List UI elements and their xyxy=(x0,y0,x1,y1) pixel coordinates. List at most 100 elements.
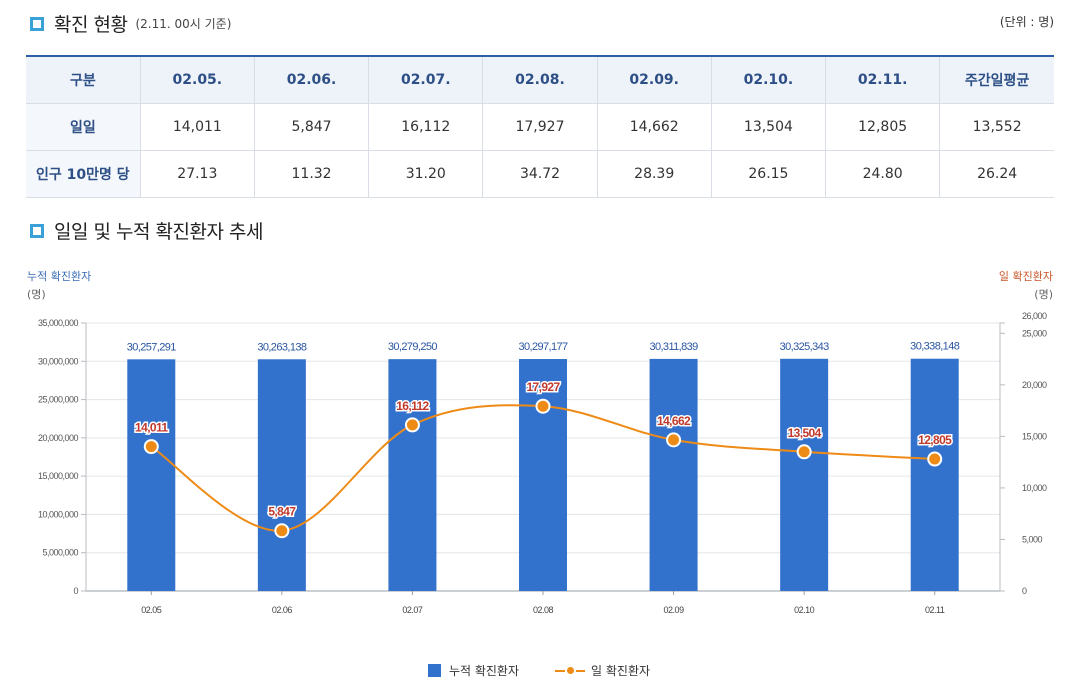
legend-bar-swatch xyxy=(427,664,441,677)
line-data-label: 14,662 xyxy=(657,414,691,428)
x-axis-tick-label: 02.06 xyxy=(272,605,293,615)
bar-data-label: 30,257,291 xyxy=(127,341,177,353)
left-axis-unit: (명) xyxy=(27,288,46,301)
table-cell: 14,662 xyxy=(596,102,712,151)
left-axis-title: 누적 확진환자 xyxy=(27,270,92,283)
bar xyxy=(649,358,698,591)
bar xyxy=(519,359,567,591)
table-header-cell: 02.11. xyxy=(825,55,941,104)
right-axis-tick-label: 0 xyxy=(1022,586,1027,596)
table-header-cell: 02.06. xyxy=(253,55,370,104)
right-axis-tick-label: 10,000 xyxy=(1022,483,1047,493)
legend-label: 일 확진환자 xyxy=(591,664,651,678)
chart-legend: 누적 확진환자 일 확진환자 xyxy=(0,662,1078,679)
table-cell: 31.20 xyxy=(368,149,484,198)
table-cell: 14,011 xyxy=(139,102,255,151)
table-row-header: 일일 xyxy=(26,102,141,151)
square-bullet-icon xyxy=(30,16,44,31)
square-bullet-icon xyxy=(30,223,44,238)
right-axis-tick-label: 5,000 xyxy=(1022,534,1043,544)
line-data-label: 12,805 xyxy=(918,433,952,447)
left-axis-tick-label: 15,000,000 xyxy=(38,471,79,481)
x-axis-tick-label: 02.11 xyxy=(925,605,945,615)
right-axis-unit: (명) xyxy=(1034,288,1053,301)
trend-chart: 0 5,000,000 10,000,000 15,000,000 20,000,000… xyxy=(38,311,1048,615)
status-section-note: (2.11. 00시 기준) xyxy=(135,17,232,31)
table-cell: 13,552 xyxy=(939,102,1054,151)
bar xyxy=(780,358,829,591)
line-data-label: 5,847 xyxy=(268,505,296,519)
table-row: 인구 10만명 당 27.13 11.32 31.20 34.72 28.39 … xyxy=(26,149,1054,198)
x-axis-tick-label: 02.05 xyxy=(141,605,162,615)
line-data-label: 13,504 xyxy=(788,426,822,440)
bar-data-label: 30,263,138 xyxy=(257,341,307,353)
bar-data-label: 30,297,177 xyxy=(518,341,568,353)
right-axis-tick-label: 26,000 xyxy=(1022,311,1047,321)
table-cell: 28.39 xyxy=(596,149,712,198)
bar xyxy=(257,359,306,591)
legend-line-swatch xyxy=(555,664,586,677)
table-cell: 17,927 xyxy=(482,102,598,151)
table-header-cell: 주간일평균 xyxy=(939,55,1054,104)
left-axis-tick-label: 25,000,000 xyxy=(38,395,79,405)
line-point xyxy=(535,398,551,414)
bar-data-label: 30,311,839 xyxy=(649,341,698,353)
right-axis-tick-label: 25,000 xyxy=(1022,328,1047,338)
left-axis-tick-label: 0 xyxy=(73,586,78,596)
x-axis-tick-label: 02.09 xyxy=(664,605,685,615)
line-data-label: 14,011 xyxy=(135,421,168,435)
unit-note: (단위 : 명) xyxy=(999,15,1054,29)
right-axis-tick-label: 20,000 xyxy=(1022,380,1047,390)
legend-item-cumulative: 누적 확진환자 xyxy=(427,662,520,679)
bar-data-label: 30,325,343 xyxy=(780,341,830,353)
bar xyxy=(127,359,176,591)
table-cell: 13,504 xyxy=(710,102,827,151)
table-cell: 27.13 xyxy=(139,149,255,198)
table-cell: 34.72 xyxy=(482,149,598,198)
bar-data-label: 30,279,250 xyxy=(388,341,438,353)
trend-section-header: 일일 및 누적 확진환자 추세 xyxy=(30,217,263,244)
table-cell: 12,805 xyxy=(825,102,941,151)
table-cell: 24.80 xyxy=(825,149,941,198)
left-axis-tick-label: 20,000,000 xyxy=(38,433,79,443)
left-axis-tick-label: 5,000,000 xyxy=(42,548,78,558)
table-cell: 26.15 xyxy=(710,149,827,198)
status-section-title: 확진 현황 xyxy=(54,14,128,36)
table-row: 일일 14,011 5,847 16,112 17,927 14,662 13,… xyxy=(26,102,1054,151)
table-cell: 11.32 xyxy=(253,149,370,198)
legend-label: 누적 확진환자 xyxy=(448,664,520,678)
stats-table: 구분 02.05. 02.06. 02.07. 02.08. 02.09. 02… xyxy=(26,55,1054,198)
table-row-header: 인구 10만명 당 xyxy=(26,149,141,198)
line-point xyxy=(404,417,420,433)
table-header-cell: 02.08. xyxy=(482,55,598,104)
bar xyxy=(910,358,959,591)
trend-section-title: 일일 및 누적 확진환자 추세 xyxy=(54,221,263,243)
left-axis-tick-label: 30,000,000 xyxy=(38,356,79,366)
left-axis-tick-label: 10,000,000 xyxy=(38,509,79,519)
bar-data-label: 30,338,148 xyxy=(910,341,960,353)
status-section-header: 확진 현황 (2.11. 00시 기준) xyxy=(30,10,231,37)
line-point xyxy=(796,444,812,460)
x-axis-tick-label: 02.10 xyxy=(794,605,815,615)
table-header-cell: 02.07. xyxy=(368,55,484,104)
table-cell: 5,847 xyxy=(253,102,370,151)
table-header-cell: 구분 xyxy=(26,55,141,104)
left-axis-tick-label: 35,000,000 xyxy=(38,318,79,328)
line-data-label: 17,927 xyxy=(526,380,560,394)
table-header-cell: 02.09. xyxy=(596,55,712,104)
line-data-label: 16,112 xyxy=(396,399,429,413)
table-header-row: 구분 02.05. 02.06. 02.07. 02.08. 02.09. 02… xyxy=(26,55,1054,104)
line-point xyxy=(143,439,159,455)
legend-item-daily: 일 확진환자 xyxy=(555,662,650,679)
table-cell: 26.24 xyxy=(939,149,1054,198)
bar xyxy=(388,359,437,591)
right-axis-title: 일 확진환자 xyxy=(998,270,1053,283)
line-point xyxy=(666,432,682,448)
table-cell: 16,112 xyxy=(368,102,484,151)
table-header-cell: 02.05. xyxy=(139,55,255,104)
table-header-cell: 02.10. xyxy=(710,55,827,104)
line-point xyxy=(274,523,290,539)
x-axis-tick-label: 02.08 xyxy=(533,605,554,615)
line-point xyxy=(927,451,943,467)
x-axis-tick-label: 02.07 xyxy=(402,605,423,615)
